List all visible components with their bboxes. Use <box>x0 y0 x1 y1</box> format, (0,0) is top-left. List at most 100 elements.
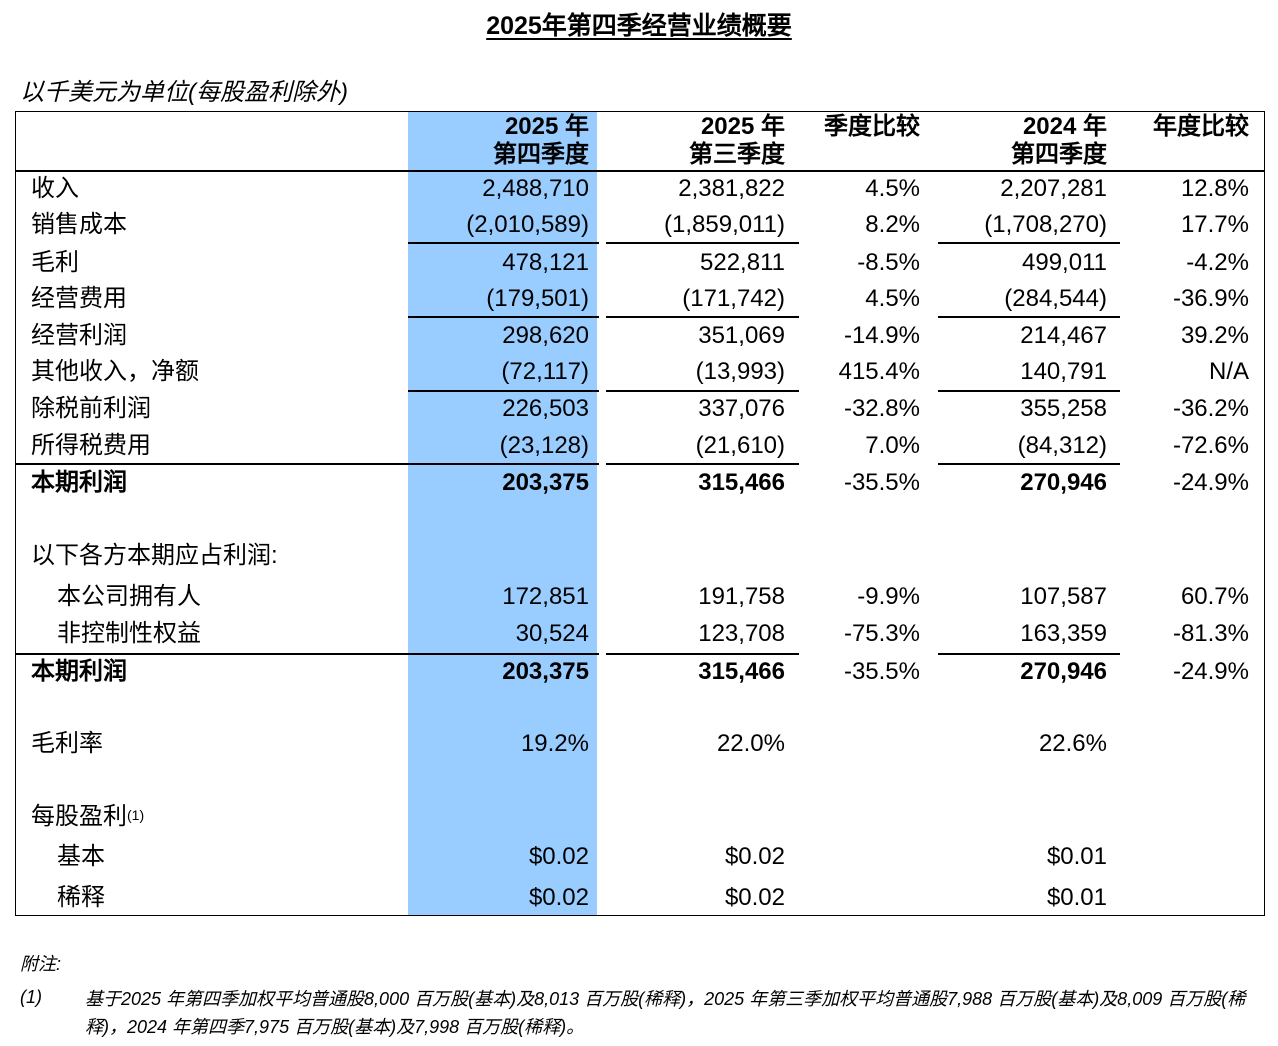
subtotal-rule <box>938 653 1120 655</box>
cell-q3-2025: (13,993) <box>695 358 785 385</box>
cell-q4-2024: 140,791 <box>1020 358 1107 385</box>
header-divider <box>15 170 1265 172</box>
subtotal-rule <box>15 463 599 465</box>
row-label: 本期利润 <box>31 658 127 685</box>
subtotal-rule <box>408 390 599 392</box>
cell-q4-2024: (84,312) <box>1017 432 1107 459</box>
note-text: 基于2025 年第四季加权平均普通股8,000 百万股(基本)及8,013 百万… <box>85 989 1246 1037</box>
units-note: 以千美元为单位(每股盈利除外) <box>20 79 348 106</box>
cell-yoy: 39.2% <box>1180 322 1249 349</box>
cell-yoy: -81.3% <box>1172 620 1249 647</box>
subtotal-rule <box>606 463 799 465</box>
row-label: 经营利润 <box>31 322 127 349</box>
cell-qoq: 4.5% <box>865 175 920 202</box>
subtotal-rule <box>15 653 599 655</box>
cell-q3-2025: 2,381,822 <box>678 175 785 202</box>
cell-q4-2025: $0.02 <box>528 884 589 911</box>
cell-q3-2025: 315,466 <box>698 658 785 685</box>
cell-qoq: -75.3% <box>843 620 920 647</box>
cell-q4-2025: (179,501) <box>486 285 589 312</box>
subtotal-rule <box>606 242 799 244</box>
row-label: 其他收入，净额 <box>31 358 199 385</box>
subtotal-rule <box>938 463 1120 465</box>
cell-q4-2025: 172,851 <box>502 583 589 610</box>
cell-q4-2025: 226,503 <box>502 395 589 422</box>
cell-q4-2024: $0.01 <box>1046 843 1107 870</box>
row-label: 本期利润 <box>31 469 127 496</box>
row-label: 所得税费用 <box>31 432 151 459</box>
cell-yoy: -24.9% <box>1172 469 1249 496</box>
cell-yoy: 12.8% <box>1180 175 1249 202</box>
cell-q4-2025: (23,128) <box>499 432 589 459</box>
cell-q4-2025: 203,375 <box>502 469 589 496</box>
note-number: (1) <box>20 987 42 1007</box>
cell-q3-2025: 315,466 <box>698 469 785 496</box>
row-label: 毛利 <box>31 249 79 276</box>
col-header-q3-2025: 2025 年第三季度 <box>689 113 785 168</box>
cell-qoq: 4.5% <box>865 285 920 312</box>
cell-qoq: -14.9% <box>843 322 920 349</box>
cell-q4-2024: 163,359 <box>1020 620 1107 647</box>
row-label: 收入 <box>31 175 79 202</box>
highlight-column <box>408 112 597 915</box>
cell-qoq: 8.2% <box>865 211 920 238</box>
cell-qoq: 415.4% <box>838 358 920 385</box>
section-label: 每股盈利(1) <box>31 803 145 830</box>
cell-q4-2024: 107,587 <box>1020 583 1107 610</box>
cell-q4-2024: 270,946 <box>1020 658 1107 685</box>
row-label: 非控制性权益 <box>57 620 201 647</box>
cell-q4-2025: 298,620 <box>502 322 589 349</box>
cell-yoy: -36.9% <box>1172 285 1249 312</box>
cell-yoy: 17.7% <box>1180 211 1249 238</box>
cell-q4-2024: 270,946 <box>1020 469 1107 496</box>
cell-q4-2025: 19.2% <box>520 730 589 757</box>
subtotal-rule <box>408 242 599 244</box>
subtotal-rule <box>938 242 1120 244</box>
cell-q4-2025: (2,010,589) <box>466 211 589 238</box>
cell-q4-2024: (284,544) <box>1004 285 1107 312</box>
cell-yoy: N/A <box>1208 358 1249 385</box>
notes-title: 附注: <box>20 954 62 974</box>
cell-q4-2024: $0.01 <box>1046 884 1107 911</box>
col-header-yoy: 年度比较 <box>1153 113 1249 140</box>
subtotal-rule <box>606 390 799 392</box>
row-label: 本公司拥有人 <box>57 583 201 610</box>
col-header-q4-2024: 2024 年第四季度 <box>1011 113 1107 168</box>
row-label: 稀释 <box>57 884 105 911</box>
subtotal-rule <box>938 316 1120 318</box>
row-label: 经营费用 <box>31 285 127 312</box>
cell-qoq: -35.5% <box>843 658 920 685</box>
cell-yoy: -4.2% <box>1186 249 1249 276</box>
subtotal-rule <box>606 316 799 318</box>
cell-q3-2025: 123,708 <box>698 620 785 647</box>
row-label: 销售成本 <box>31 211 127 238</box>
cell-q3-2025: 351,069 <box>698 322 785 349</box>
report-title: 2025年第四季经营业绩概要 <box>486 12 792 40</box>
col-header-q4-2025: 2025 年第四季度 <box>493 113 589 168</box>
cell-qoq: -8.5% <box>857 249 920 276</box>
cell-yoy: -36.2% <box>1172 395 1249 422</box>
footnote-marker: (1) <box>127 807 145 823</box>
cell-qoq: -32.8% <box>843 395 920 422</box>
cell-q4-2024: 355,258 <box>1020 395 1107 422</box>
cell-q3-2025: (171,742) <box>682 285 785 312</box>
cell-yoy: -24.9% <box>1172 658 1249 685</box>
cell-q4-2024: 214,467 <box>1020 322 1107 349</box>
cell-yoy: 60.7% <box>1180 583 1249 610</box>
results-table <box>15 111 1265 916</box>
cell-q4-2025: 30,524 <box>515 620 589 647</box>
cell-q3-2025: 522,811 <box>700 249 785 276</box>
cell-q3-2025: (21,610) <box>695 432 785 459</box>
cell-q4-2024: 499,011 <box>1022 249 1107 276</box>
row-label: 基本 <box>57 843 105 870</box>
cell-q3-2025: $0.02 <box>724 843 785 870</box>
row-label: 毛利率 <box>31 730 103 757</box>
cell-q4-2024: 22.6% <box>1038 730 1107 757</box>
cell-q3-2025: 22.0% <box>716 730 785 757</box>
cell-qoq: 7.0% <box>865 432 920 459</box>
cell-qoq: -9.9% <box>857 583 920 610</box>
cell-q4-2025: (72,117) <box>501 358 589 385</box>
subtotal-rule <box>606 653 799 655</box>
cell-qoq: -35.5% <box>843 469 920 496</box>
col-header-qoq: 季度比较 <box>824 113 920 140</box>
